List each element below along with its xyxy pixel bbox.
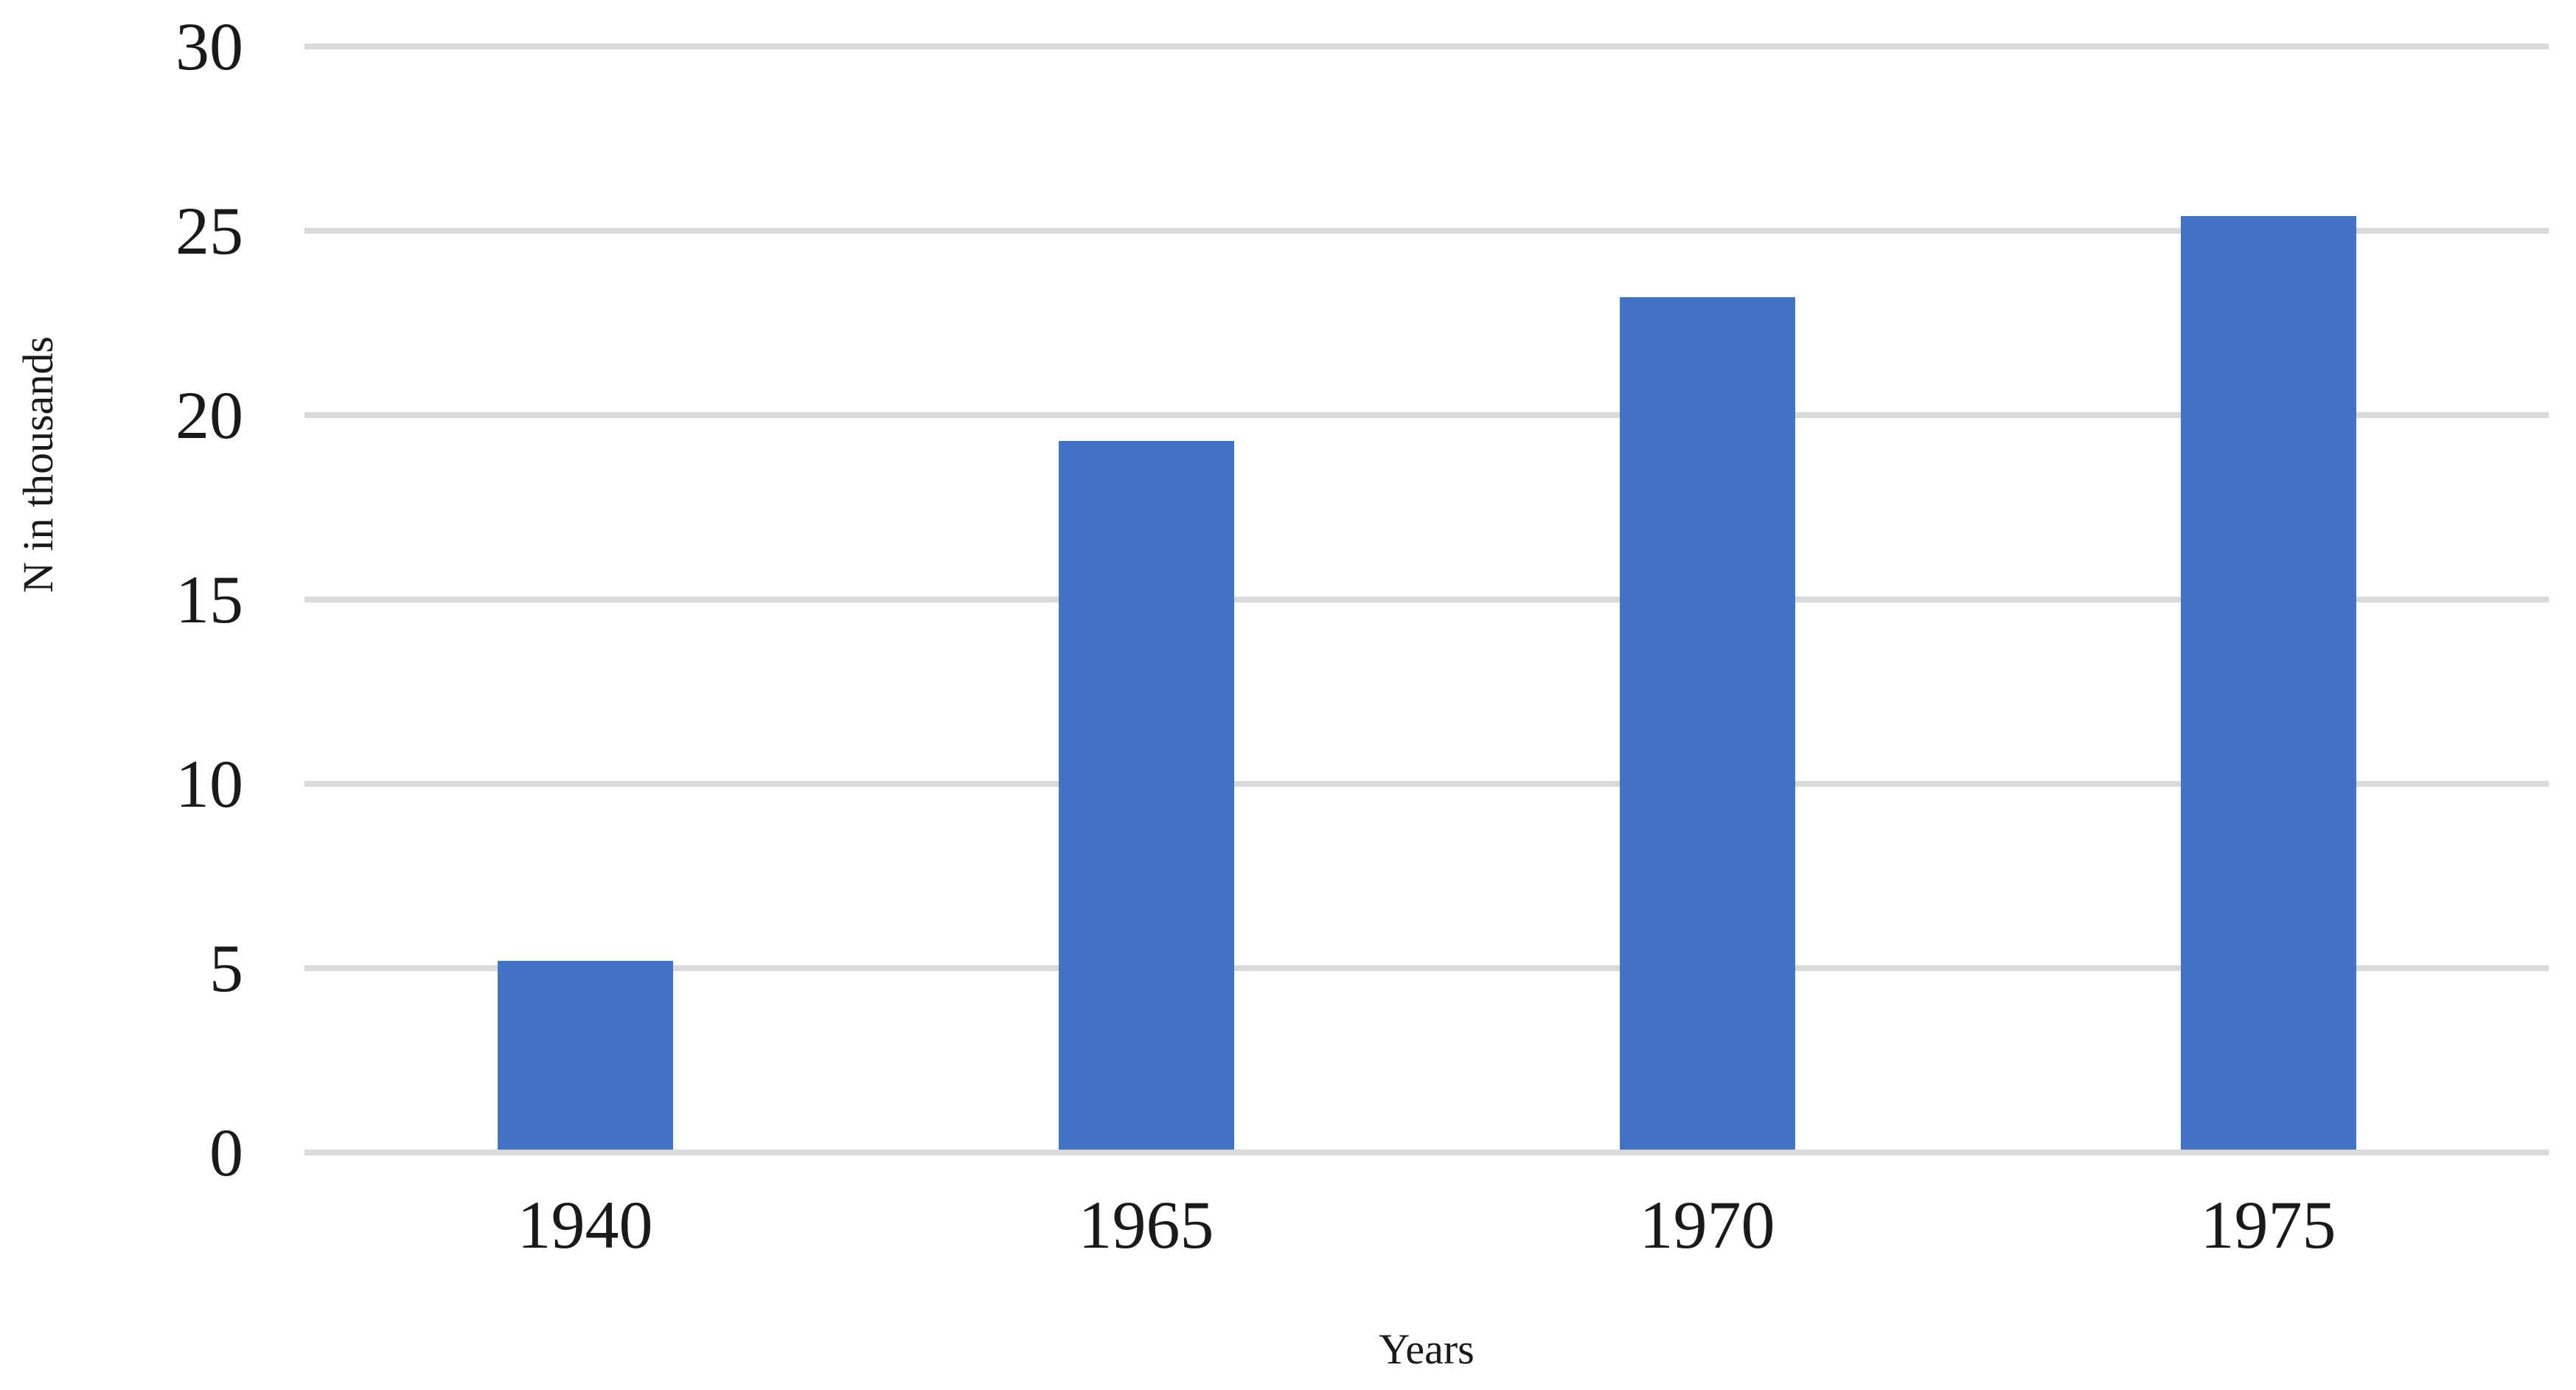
gridline-y15 <box>304 597 2549 602</box>
gridline-y30 <box>304 44 2549 49</box>
y-tick-label-10: 10 <box>175 746 243 821</box>
bar-slot-1965 <box>866 46 1427 1153</box>
x-axis-title: Years <box>1379 1325 1475 1373</box>
x-tick-label-1965: 1965 <box>1078 1187 1214 1262</box>
bars-row <box>304 46 2549 1153</box>
gridline-y5 <box>304 965 2549 971</box>
x-axis-line <box>304 1150 2549 1156</box>
bar-slot-1940 <box>304 46 866 1153</box>
x-tick-label-1970: 1970 <box>1639 1187 1775 1262</box>
x-tick-label-1940: 1940 <box>517 1187 653 1262</box>
x-tick-labels: 1940 1965 1970 1975 <box>304 1191 2549 1259</box>
y-axis-title: N in thousands <box>14 336 63 593</box>
gridline-y25 <box>304 228 2549 234</box>
y-tick-label-15: 15 <box>175 562 243 637</box>
bar-1970 <box>1619 297 1795 1153</box>
y-tick-label-0: 0 <box>209 1115 243 1190</box>
y-tick-label-20: 20 <box>175 378 243 453</box>
bar-1975 <box>2180 216 2356 1153</box>
bar-1940 <box>497 961 673 1153</box>
bar-slot-1970 <box>1427 46 1988 1153</box>
gridline-y20 <box>304 412 2549 418</box>
gridline-y10 <box>304 781 2549 787</box>
plot-area <box>304 44 2549 1156</box>
bar-slot-1975 <box>1988 46 2549 1153</box>
y-tick-label-5: 5 <box>209 931 243 1006</box>
y-tick-label-30: 30 <box>175 9 243 84</box>
y-tick-label-25: 25 <box>175 193 243 268</box>
bar-1965 <box>1058 441 1234 1153</box>
x-tick-label-1975: 1975 <box>2200 1187 2336 1262</box>
